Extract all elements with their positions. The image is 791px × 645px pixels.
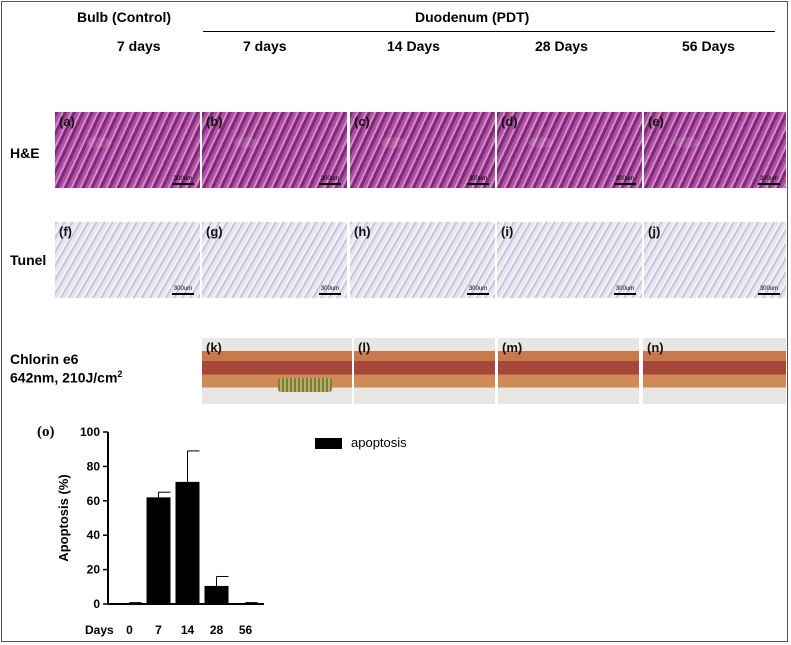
panel-label: (g) — [206, 224, 223, 239]
scale-bar: 300um — [467, 176, 489, 185]
y-tick-label: 60 — [87, 494, 101, 508]
ruler-image — [278, 378, 332, 392]
column-header-control-7: 7 days — [117, 38, 161, 54]
he-panel-a: (a) 300um — [55, 112, 200, 188]
scale-bar: 300um — [614, 176, 636, 185]
tunel-panel-g: (g) 300um — [202, 222, 347, 298]
x-tick-label: 14 — [181, 623, 195, 637]
pdt-underline — [203, 31, 775, 32]
scale-bar: 300um — [467, 286, 489, 295]
panel-label: (n) — [647, 340, 664, 355]
laser-dose-text: 642nm, 210J/cm — [10, 369, 118, 386]
tunel-panel-i: (i) 300um — [497, 222, 642, 298]
panel-label: (i) — [501, 224, 514, 239]
x-tick-label: 28 — [210, 623, 224, 637]
scale-bar: 300um — [172, 176, 194, 185]
y-tick-label: 0 — [93, 597, 100, 611]
he-panel-e: (e) 300um — [644, 112, 786, 188]
column-header-pdt-56: 56 Days — [682, 38, 735, 54]
panel-label: (m) — [502, 340, 523, 355]
row-label-tunel: Tunel — [10, 252, 47, 268]
apoptosis-chart: 0 20 40 60 80 100 Apoptosis (%) 0 7 14 28 56 Days — [56, 425, 264, 637]
gross-panel-k: (k) — [202, 338, 352, 404]
y-axis-label: Apoptosis (%) — [56, 474, 71, 561]
gross-panel-n: (n) — [643, 338, 786, 404]
x-tick-label: 0 — [126, 623, 133, 637]
control-title: Bulb (Control) — [77, 9, 172, 25]
bar-0 — [117, 603, 142, 605]
panel-label: (d) — [501, 114, 518, 129]
y-tick-label: 20 — [87, 563, 101, 577]
x-tick-label: 56 — [239, 623, 253, 637]
scale-bar: 300um — [319, 176, 341, 185]
laser-dose-superscript: 2 — [117, 369, 123, 379]
pdt-title: Duodenum (PDT) — [415, 9, 530, 25]
y-tick-label: 40 — [87, 528, 101, 542]
gross-panel-m: (m) — [498, 338, 639, 404]
row-label-chlorin: Chlorin e6 — [10, 351, 79, 367]
panel-label: (l) — [358, 340, 371, 355]
x-axis-prefix-label: Days — [85, 623, 114, 637]
he-panel-d: (d) 300um — [497, 112, 642, 188]
panel-label: (a) — [59, 114, 75, 129]
chart-panel-label: (o) — [37, 424, 55, 440]
scale-bar: 300um — [614, 286, 636, 295]
row-label-he: H&E — [10, 145, 40, 161]
tunel-panel-h: (h) 300um — [350, 222, 495, 298]
column-header-pdt-28: 28 Days — [535, 38, 588, 54]
bar-14 — [175, 481, 200, 604]
he-panel-b: (b) 300um — [202, 112, 347, 188]
he-panel-c: (c) 300um — [350, 112, 495, 188]
gross-panel-l: (l) — [354, 338, 495, 404]
bar-56 — [233, 603, 258, 605]
scale-bar: 300um — [172, 286, 194, 295]
panel-label: (h) — [354, 224, 371, 239]
row-label-laser: 642nm, 210J/cm2 — [10, 369, 122, 386]
column-header-pdt-7: 7 days — [243, 38, 287, 54]
y-tick-label: 100 — [80, 425, 100, 439]
scale-bar: 300um — [758, 176, 780, 185]
bar-28 — [204, 585, 229, 604]
tunel-panel-f: (f) 300um — [55, 222, 200, 298]
tunel-panel-j: (j) 300um — [644, 222, 786, 298]
panel-label: (f) — [59, 224, 72, 239]
panel-label: (b) — [206, 114, 223, 129]
scale-bar: 300um — [319, 286, 341, 295]
x-tick-label: 7 — [155, 623, 162, 637]
panel-label: (j) — [648, 224, 661, 239]
panel-label: (e) — [648, 114, 664, 129]
bar-7 — [146, 497, 171, 604]
panel-label: (k) — [206, 340, 222, 355]
y-tick-label: 80 — [87, 459, 101, 473]
panel-label: (c) — [354, 114, 370, 129]
column-header-pdt-14: 14 Days — [387, 38, 440, 54]
scale-bar: 300um — [758, 286, 780, 295]
legend-swatch — [315, 438, 342, 449]
legend-label: apoptosis — [351, 435, 407, 450]
